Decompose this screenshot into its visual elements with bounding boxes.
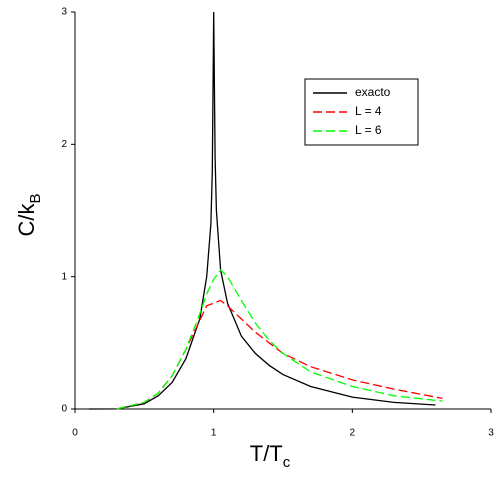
y-tick-label: 0 — [61, 404, 67, 415]
y-tick-label: 3 — [61, 7, 67, 18]
x-axis-label: T/Tc — [250, 441, 291, 471]
x-label-main: T/T — [250, 441, 283, 466]
x-tick-label: 3 — [488, 428, 494, 439]
y-tick-label: 1 — [61, 271, 67, 282]
legend-label: L = 6 — [355, 123, 382, 137]
legend-box — [304, 78, 419, 146]
line-series — [116, 269, 443, 410]
x-tick-label: 1 — [211, 428, 217, 439]
y-label-sub: B — [27, 193, 44, 203]
y-axis-label: C/kB — [14, 193, 44, 236]
y-tick-label: 2 — [61, 139, 67, 150]
y-label-main: C/k — [14, 203, 39, 237]
line-series — [88, 11, 436, 410]
x-label-sub: c — [283, 454, 291, 471]
legend-label: L = 4 — [355, 104, 382, 118]
x-tick-label: 2 — [350, 428, 356, 439]
x-tick-label: 0 — [72, 428, 78, 439]
line-series — [116, 299, 443, 410]
legend-label: exacto — [355, 85, 391, 99]
